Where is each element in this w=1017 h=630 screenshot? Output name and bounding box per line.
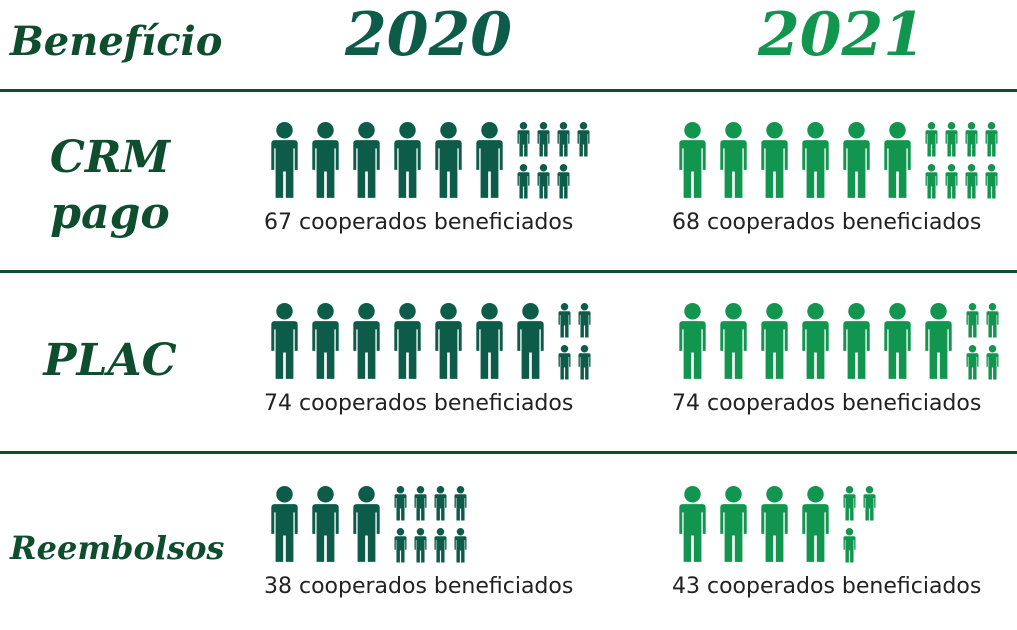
person-icon <box>476 122 503 198</box>
person-icon <box>394 122 421 198</box>
person-icon <box>353 303 380 379</box>
value-label: 74 cooperados beneficiados <box>264 391 574 416</box>
category-label: Reembolsos <box>10 529 225 567</box>
category-label: CRM pago <box>49 132 171 239</box>
person-icon <box>435 303 462 379</box>
value-label: 74 cooperados beneficiados <box>672 391 982 416</box>
person-icon <box>986 303 999 338</box>
person-icon <box>537 122 550 157</box>
value-label: 43 cooperados beneficiados <box>672 574 982 599</box>
person-icon <box>985 122 998 157</box>
person-icon <box>802 486 829 562</box>
year-header: 2021 <box>758 0 925 70</box>
person-icon <box>965 164 978 199</box>
person-icon <box>966 345 979 380</box>
person-icon <box>945 164 958 199</box>
person-icon <box>271 486 298 562</box>
category-label: PLAC <box>43 335 177 386</box>
person-icon <box>761 122 788 198</box>
person-icon <box>353 122 380 198</box>
person-icon <box>679 486 706 562</box>
person-icon <box>720 122 747 198</box>
person-icon <box>720 486 747 562</box>
person-icon <box>843 528 856 563</box>
person-icon <box>843 122 870 198</box>
person-icon <box>271 122 298 198</box>
year-header: 2020 <box>345 0 512 70</box>
person-icon <box>679 303 706 379</box>
person-icon <box>986 345 999 380</box>
person-icon <box>925 122 938 157</box>
person-icon <box>679 122 706 198</box>
person-icon <box>435 122 462 198</box>
person-icon <box>517 164 530 199</box>
person-icon <box>843 486 856 521</box>
person-icon <box>537 164 550 199</box>
person-icon <box>925 164 938 199</box>
person-icon <box>312 486 339 562</box>
person-icon <box>761 486 788 562</box>
person-icon <box>985 164 998 199</box>
row-rule <box>0 451 1017 454</box>
person-icon <box>454 528 467 563</box>
person-icon <box>414 528 427 563</box>
value-label: 67 cooperados beneficiados <box>264 210 574 235</box>
person-icon <box>884 303 911 379</box>
person-icon <box>394 528 407 563</box>
person-icon <box>271 303 298 379</box>
person-icon <box>517 122 530 157</box>
person-icon <box>557 122 570 157</box>
person-icon <box>802 122 829 198</box>
person-icon <box>945 122 958 157</box>
person-icon <box>965 122 978 157</box>
person-icon <box>394 486 407 521</box>
person-icon <box>558 303 571 338</box>
person-icon <box>578 303 591 338</box>
person-icon <box>394 303 421 379</box>
person-icon <box>312 122 339 198</box>
person-icon <box>476 303 503 379</box>
person-icon <box>558 345 571 380</box>
person-icon <box>517 303 544 379</box>
person-icon <box>434 528 447 563</box>
person-icon <box>557 164 570 199</box>
person-icon <box>884 122 911 198</box>
person-icon <box>720 303 747 379</box>
person-icon <box>761 303 788 379</box>
row-rule <box>0 270 1017 273</box>
person-icon <box>577 122 590 157</box>
person-icon <box>454 486 467 521</box>
value-label: 38 cooperados beneficiados <box>264 574 574 599</box>
person-icon <box>802 303 829 379</box>
value-label: 68 cooperados beneficiados <box>672 210 982 235</box>
person-icon <box>578 345 591 380</box>
person-icon <box>925 303 952 379</box>
person-icon <box>863 486 876 521</box>
person-icon <box>312 303 339 379</box>
person-icon <box>843 303 870 379</box>
person-icon <box>414 486 427 521</box>
row-rule <box>0 89 1017 92</box>
person-icon <box>434 486 447 521</box>
header-title: Benefício <box>10 18 223 65</box>
person-icon <box>966 303 979 338</box>
person-icon <box>353 486 380 562</box>
